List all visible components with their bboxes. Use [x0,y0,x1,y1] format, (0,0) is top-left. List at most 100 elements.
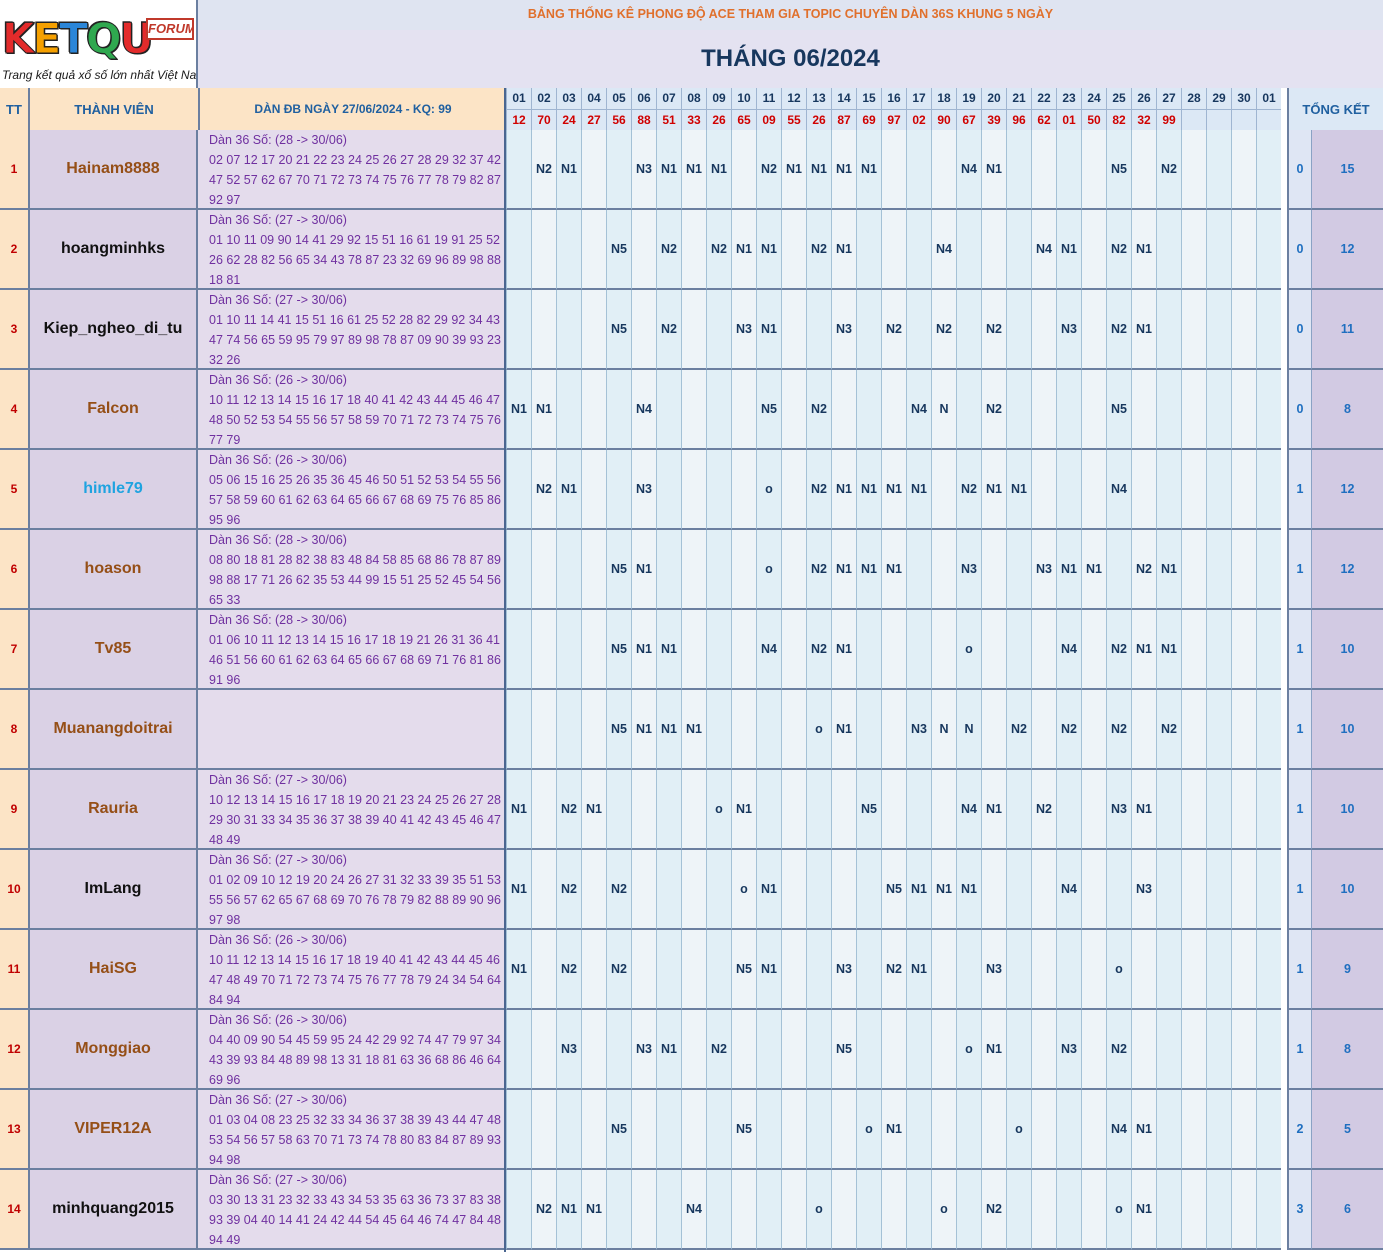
result-header: 51 [656,109,681,130]
day-mark-cell [1181,530,1206,610]
day-mark-cell [981,850,1006,930]
day-mark-cell [1081,290,1106,370]
day-mark-cell: o [1006,1090,1031,1170]
result-header: 90 [931,109,956,130]
day-mark-cell [1006,930,1031,1010]
day-mark-cell [656,930,681,1010]
day-mark-cell [781,290,806,370]
day-mark-cell: N2 [806,610,831,690]
member-name[interactable]: HaiSG [28,930,198,1010]
day-mark-cell: o [756,530,781,610]
day-mark-cell [881,130,906,210]
day-mark-cell: N2 [1106,210,1131,290]
day-mark-cell [1181,210,1206,290]
day-mark-cell [681,1090,706,1170]
day-mark-cell: N1 [1156,610,1181,690]
day-mark-cell [881,1010,906,1090]
day-mark-cell [781,370,806,450]
result-header: 65 [731,109,756,130]
day-mark-cell: N3 [631,450,656,530]
day-mark-cell [1256,690,1281,770]
day-mark-cell: N1 [981,1010,1006,1090]
day-mark-cell [931,1010,956,1090]
day-mark-cell: N3 [981,930,1006,1010]
day-mark-cell [581,1010,606,1090]
day-mark-cell [1081,210,1106,290]
day-mark-cell: N5 [606,1090,631,1170]
day-mark-cell [581,210,606,290]
day-mark-cell [556,210,581,290]
day-mark-cell: N1 [1006,450,1031,530]
dan-caption: Dàn 36 Số: (27 -> 30/06) [209,773,347,787]
day-mark-cell: N1 [831,530,856,610]
member-name[interactable]: Rauria [28,770,198,850]
day-mark-cell [806,850,831,930]
member-name[interactable]: VIPER12A [28,1090,198,1170]
day-mark-cell: N3 [831,290,856,370]
day-mark-cell: N2 [1156,130,1181,210]
member-name[interactable]: ImLang [28,850,198,930]
day-header: 28 [1181,88,1206,109]
day-mark-cell [806,290,831,370]
day-mark-cell [1231,850,1256,930]
day-mark-cell [1131,130,1156,210]
day-mark-cell: N5 [756,370,781,450]
score-cell: 1 [1287,850,1311,930]
total-cell: 10 [1311,610,1383,690]
day-mark-cell: N4 [1031,210,1056,290]
result-header: 70 [531,109,556,130]
dan-line: 01 02 09 10 12 19 20 24 26 27 31 32 33 3… [209,873,501,887]
day-header: 23 [1056,88,1081,109]
dan-line: 97 98 [209,913,241,927]
day-mark-cell [1256,850,1281,930]
day-mark-cell [831,1170,856,1250]
member-name[interactable]: Falcon [28,370,198,450]
member-name[interactable]: minhquang2015 [28,1170,198,1250]
day-mark-cell [1256,1090,1281,1170]
dan-caption: Dàn 36 Số: (28 -> 30/06) [209,613,347,627]
day-mark-cell: N1 [1131,770,1156,850]
day-mark-cell [1206,210,1231,290]
day-mark-cell [656,770,681,850]
day-mark-cell: N1 [581,1170,606,1250]
day-mark-cell: N2 [706,210,731,290]
member-name[interactable]: Hainam8888 [28,130,198,210]
day-mark-cell [781,930,806,1010]
dan-line: 98 88 17 71 26 62 35 53 44 99 15 51 25 5… [209,573,501,587]
day-mark-cell [1231,690,1256,770]
day-mark-cell: N2 [556,930,581,1010]
day-mark-cell: N1 [1131,1170,1156,1250]
day-mark-cell [831,850,856,930]
day-mark-cell: N4 [931,210,956,290]
day-mark-cell [1006,370,1031,450]
member-name[interactable]: Muanangdoitrai [28,690,198,770]
day-mark-cell: N1 [881,1090,906,1170]
member-name[interactable]: himle79 [28,450,198,530]
day-mark-cell [506,1090,531,1170]
day-mark-cell [556,1090,581,1170]
member-name[interactable]: Monggiao [28,1010,198,1090]
member-name[interactable]: Tv85 [28,610,198,690]
day-mark-cell [1156,1090,1181,1170]
day-mark-cell: N2 [1056,690,1081,770]
day-mark-cell: N3 [956,530,981,610]
day-mark-cell [1031,850,1056,930]
day-mark-cell [756,1090,781,1170]
day-mark-cell [506,210,531,290]
day-mark-cell [806,770,831,850]
member-name[interactable]: Kiep_ngheo_di_tu [28,290,198,370]
member-name[interactable]: hoangminhks [28,210,198,290]
day-mark-cell: N2 [1131,530,1156,610]
logo-tagline: Trang kết quả xổ số lớn nhất Việt Nam [2,68,198,82]
result-header [1181,109,1206,130]
member-name[interactable]: hoason [28,530,198,610]
dan-numbers: Dàn 36 Số: (26 -> 30/06) 04 40 09 90 54 4… [198,1010,506,1090]
day-header: 30 [1231,88,1256,109]
logo-letter: Q [85,14,122,64]
day-mark-cell [1206,450,1231,530]
day-header: 19 [956,88,981,109]
day-mark-cell [631,290,656,370]
day-mark-cell [931,610,956,690]
day-mark-cell: N3 [631,130,656,210]
day-mark-cell [706,690,731,770]
